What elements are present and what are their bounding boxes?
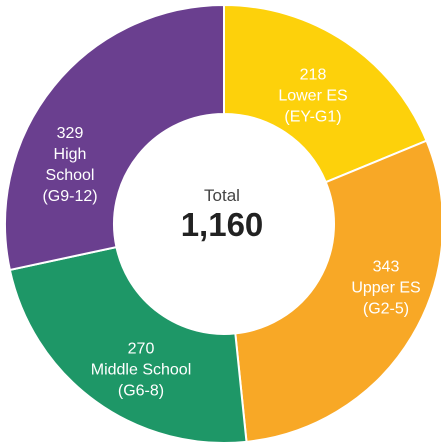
center: Total 1,160 bbox=[181, 186, 264, 244]
slice-label: 343 Upper ES (G2-5) bbox=[341, 257, 431, 320]
slice bbox=[4, 3, 225, 272]
value-label: 329 bbox=[56, 125, 84, 142]
grade-label: (EY-G1) bbox=[284, 108, 342, 126]
total: 1,160 bbox=[180, 206, 264, 243]
value-label: 270 bbox=[127, 340, 155, 358]
slice-label: 218 Lower ES (EY-G1) bbox=[268, 65, 358, 128]
slice-label: 329 High School (G9-12) bbox=[35, 123, 105, 207]
grade-label: (G9-12) bbox=[42, 188, 98, 205]
center-label: Total bbox=[204, 186, 240, 205]
slice bbox=[8, 245, 248, 444]
category-label: Lower ES bbox=[278, 87, 348, 105]
category-label: Middle School bbox=[90, 361, 192, 379]
value-label: 343 bbox=[372, 258, 400, 276]
grade-label: (G6-8) bbox=[117, 382, 165, 400]
slice-label: 270 Middle School (G6-8) bbox=[71, 339, 211, 402]
category-label: Upper ES bbox=[351, 279, 421, 297]
slice bbox=[223, 3, 428, 184]
category-label: High School bbox=[45, 146, 95, 184]
value-label: 218 bbox=[299, 66, 327, 84]
grade-label: (G2-5) bbox=[362, 300, 410, 318]
